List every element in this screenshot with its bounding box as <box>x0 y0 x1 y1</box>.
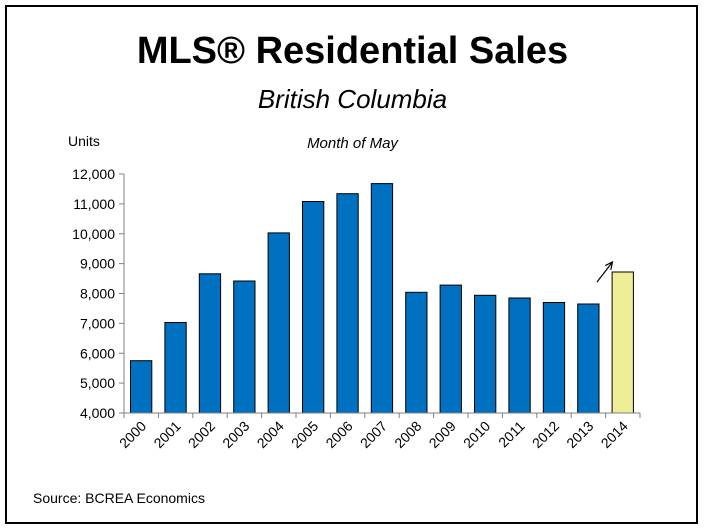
x-tick-label: 2000 <box>116 418 149 451</box>
bar-2007 <box>370 183 394 414</box>
bar-2009 <box>439 284 462 414</box>
y-tick-label: 4,000 <box>80 405 115 421</box>
y-tick-label: 11,000 <box>73 196 115 212</box>
x-tick-label: 2013 <box>563 418 596 451</box>
bar-2012 <box>542 302 566 414</box>
x-tick-label: 2001 <box>150 418 183 451</box>
bar-2011 <box>508 297 531 414</box>
y-axis-label: Units <box>68 133 100 149</box>
chart-subtitle: British Columbia <box>257 84 448 114</box>
y-tick-label: 6,000 <box>80 345 115 361</box>
x-tick-label: 2005 <box>288 418 321 451</box>
bar-2013 <box>577 303 600 414</box>
y-tick-label: 10,000 <box>72 226 115 242</box>
source-note: Source: BCREA Economics <box>33 490 205 506</box>
bar-2008 <box>405 291 428 414</box>
x-tick-label: 2002 <box>185 418 218 451</box>
bar-2002 <box>198 273 222 414</box>
bar-2006 <box>336 193 359 414</box>
x-tick-label: 2010 <box>460 418 493 451</box>
bar-2010 <box>474 294 497 414</box>
x-tick-label: 2009 <box>426 418 459 451</box>
y-tick-label: 5,000 <box>80 375 115 391</box>
y-tick-label: 7,000 <box>80 315 115 331</box>
y-tick-label: 9,000 <box>80 256 115 272</box>
bar-2004 <box>267 232 290 414</box>
chart-annotation: Month of May <box>307 135 398 152</box>
y-tick-label: 8,000 <box>80 286 115 302</box>
x-tick-label: 2011 <box>495 418 528 451</box>
bar-2014 <box>611 271 634 414</box>
x-tick-label: 2014 <box>598 418 631 451</box>
bar-2005 <box>302 201 325 414</box>
x-tick-label: 2008 <box>391 418 424 451</box>
x-tick-label: 2007 <box>357 418 390 451</box>
chart-title: MLS® Residential Sales <box>136 30 569 72</box>
x-tick-label: 2006 <box>322 418 355 451</box>
x-tick-label: 2012 <box>529 418 562 451</box>
x-tick-label: 2004 <box>254 418 287 451</box>
x-tick-label: 2003 <box>219 418 252 451</box>
up-right-arrow-icon <box>596 260 614 283</box>
bar-2001 <box>164 322 187 414</box>
bar-2000 <box>130 360 153 414</box>
y-tick-label: 12,000 <box>72 166 115 182</box>
bar-2003 <box>233 280 256 414</box>
